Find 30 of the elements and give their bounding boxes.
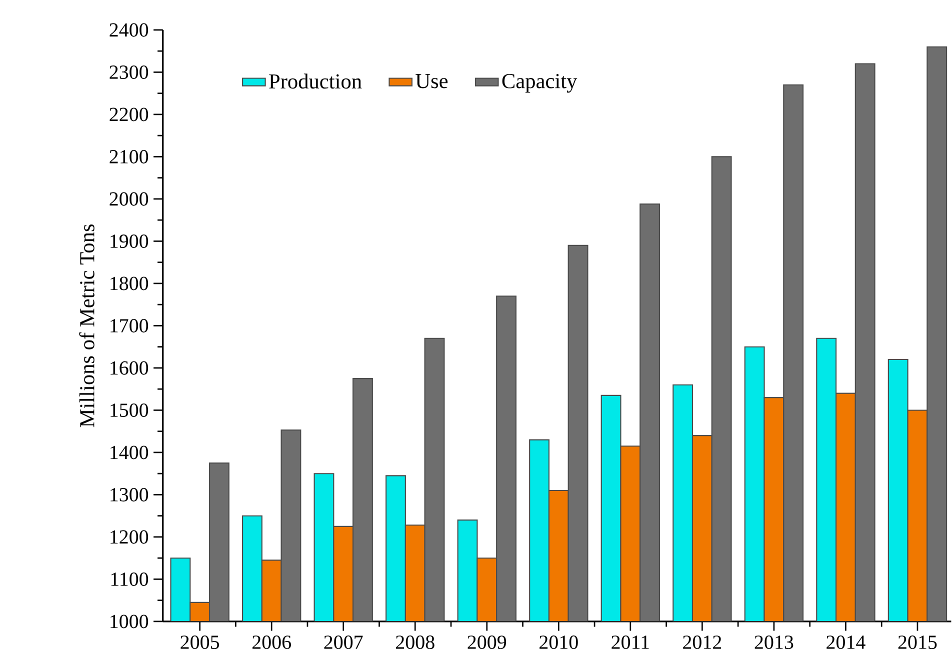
x-tick-label: 2013 [754, 635, 794, 649]
x-tick-label: 2014 [826, 635, 866, 649]
legend-label: Capacity [502, 74, 578, 92]
y-tick-label: 1000 [110, 614, 148, 628]
y-tick-label: 1800 [110, 276, 148, 290]
y-tick-label: 1500 [110, 403, 148, 417]
y-tick-label: 1200 [110, 530, 148, 544]
x-tick-label: 2007 [324, 635, 363, 649]
y-tick-label: 2100 [110, 150, 148, 164]
y-tick-label: 1600 [110, 361, 148, 374]
y-tick-label: 1300 [110, 488, 148, 502]
x-tick-label: 2011 [612, 635, 649, 649]
y-tick-label: 2400 [110, 23, 148, 36]
y-tick-label: 1700 [110, 318, 148, 332]
legend-label: Use [416, 74, 448, 88]
x-tick-label: 2009 [468, 635, 506, 649]
y-axis-title: Millions of Metric Tons [79, 224, 94, 427]
y-tick-label: 2300 [110, 65, 148, 79]
y-tick-label: 1900 [110, 234, 148, 248]
y-tick-label: 2200 [110, 108, 148, 121]
y-tick-label: 1400 [110, 446, 148, 459]
y-tick-label: 2000 [110, 192, 148, 206]
x-tick-label: 2005 [180, 635, 220, 649]
x-tick-label: 2006 [252, 635, 291, 649]
legend-label: Production [269, 73, 362, 88]
x-tick-label: 2012 [683, 635, 722, 649]
x-tick-label: 2010 [540, 635, 578, 649]
y-tick-label: 1100 [111, 572, 148, 586]
x-tick-label: 2015 [898, 635, 937, 649]
x-tick-label: 2008 [396, 635, 434, 649]
